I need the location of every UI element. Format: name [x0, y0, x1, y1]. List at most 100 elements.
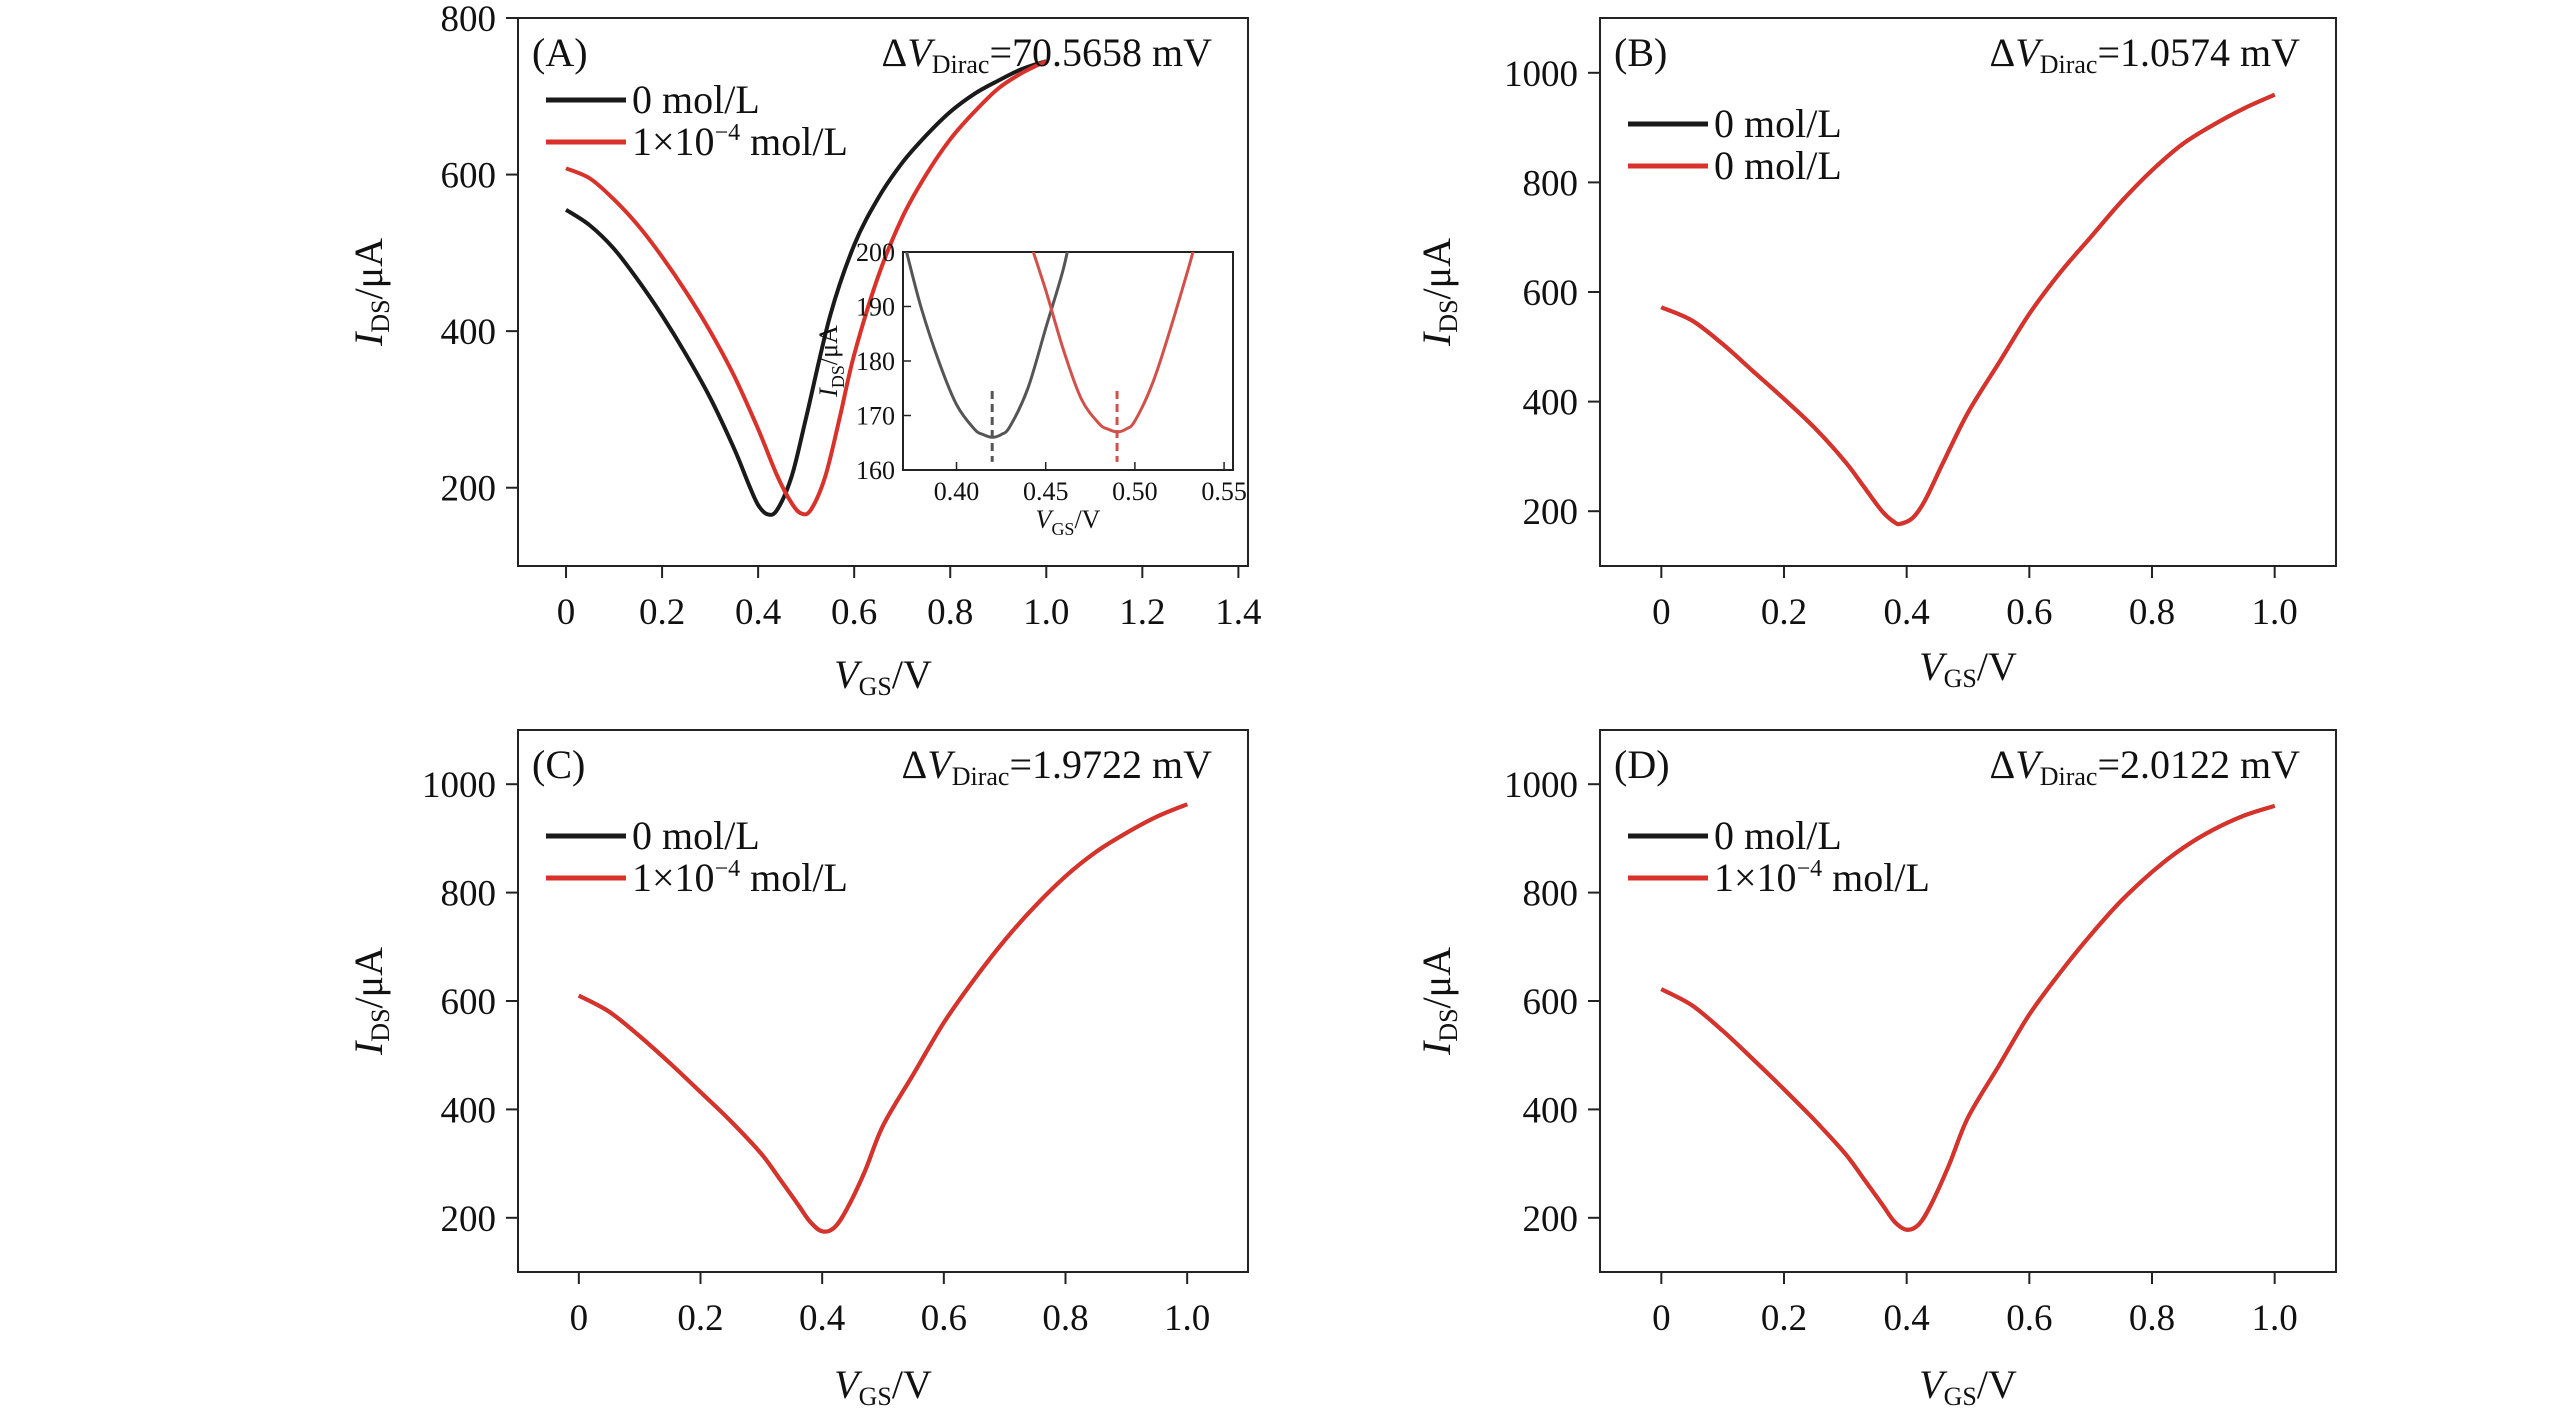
- panel-a-xtick-label: 0.6: [831, 592, 877, 633]
- inset-ylabel-sub: DS: [828, 365, 848, 388]
- panel-c-ytick-label: 1000: [422, 765, 496, 806]
- panel-d-legend-exp: −4: [1797, 856, 1823, 882]
- panel-b-ylabel-unit: /μA: [1414, 238, 1459, 300]
- panel-c: 0 0.2 0.4 0.6 0.8 1.02004006008001000VGS/VIDS…: [346, 729, 1249, 1411]
- panel-d-ytick-label: 400: [1523, 1090, 1579, 1131]
- panel-c-annot-v: V: [927, 742, 956, 787]
- panel-c-annot-delta: Δ: [902, 742, 928, 787]
- panel-a-xtick-label: 1.4: [1215, 592, 1261, 633]
- panel-d-annot-v: V: [2015, 742, 2044, 787]
- panel-b-xtick-label: 0.8: [2129, 592, 2175, 633]
- panel-a-annot-sub: Dirac: [932, 50, 990, 79]
- panel-c-xtick-label: 0.2: [677, 1298, 723, 1339]
- panel-c-ytick-label: 600: [441, 982, 497, 1023]
- panel-c-annot-sub: Dirac: [952, 762, 1010, 791]
- panel-a-ytick-label: 800: [441, 0, 497, 40]
- panel-a-series-line-1: [565, 59, 1048, 517]
- panel-d-annot-sub: Dirac: [2040, 762, 2098, 791]
- panel-d-legend-post: mol/L: [1822, 855, 1930, 900]
- panel-d-xlabel-unit: /V: [1977, 1362, 2017, 1407]
- panel-b-xtick-label: 0.2: [1761, 592, 1807, 633]
- panel-d-xlabel-var: V: [1919, 1362, 1948, 1407]
- panel-d-annot-value: =2.0122 mV: [2097, 742, 2300, 787]
- panel-c-xlabel-unit: /V: [892, 1362, 932, 1407]
- panel-b-ytick-label: 600: [1523, 273, 1579, 314]
- panel-b-xlabel-sub: GS: [1944, 664, 1977, 693]
- panel-a: 0 0.2 0.4 0.6 0.8 1.0 1.2 1.4200400600800VGS/VI…: [346, 0, 1262, 701]
- inset-xlabel-unit: /V: [1074, 505, 1100, 534]
- panel-c-ylabel: IDS/μA: [346, 947, 395, 1056]
- panel-a-xtick-label: 1.0: [1023, 592, 1069, 633]
- panel-a-inset: 0.40 0.45 0.50 0.55160170180190200VGS/VIDS/…: [814, 238, 1247, 539]
- panel-d-ylabel-unit: /μA: [1414, 947, 1459, 1009]
- panel-b-xtick-label: 1.0: [2252, 592, 2298, 633]
- panel-a-series-line-0: [564, 59, 1047, 517]
- panel-c-frame: [517, 729, 1249, 1273]
- panel-d-ytick-label: 200: [1523, 1199, 1579, 1240]
- panel-a-legend-pre: 1×10: [632, 119, 715, 164]
- panel-d: 0 0.2 0.4 0.6 0.8 1.02004006008001000VGS/VIDS…: [1414, 729, 2337, 1411]
- inset-ytick-label: 180: [856, 347, 895, 376]
- inset-xlabel: VGS/V: [1036, 505, 1101, 539]
- panel-c-annot-value: =1.9722 mV: [1009, 742, 1212, 787]
- panel-a-xlabel-var: V: [834, 652, 863, 697]
- panel-d-legend-pre: 1×10: [1714, 855, 1797, 900]
- panel-a-ytick-label: 200: [441, 469, 497, 510]
- panel-d-xtick-label: 0: [1652, 1298, 1671, 1339]
- panel-d-delta-annotation: ΔVDirac=2.0122 mV: [1990, 742, 2301, 791]
- panel-a-xtick-label: 0.8: [927, 592, 973, 633]
- panel-a-ytick-label: 400: [441, 312, 497, 353]
- panel-d-frame: [1599, 729, 2337, 1273]
- panel-a-annot-v: V: [907, 30, 936, 75]
- panel-d-xtick-label: 1.0: [2252, 1298, 2298, 1339]
- inset-xtick-label: 0.50: [1112, 477, 1158, 506]
- panel-d-xtick-label: 0.4: [1884, 1298, 1930, 1339]
- panel-b-ylabel-sub: DS: [1434, 299, 1463, 332]
- panel-a-frame: [517, 17, 1249, 567]
- panel-b-ylabel: IDS/μA: [1414, 238, 1463, 347]
- panel-c-xtick-label: 0.4: [799, 1298, 845, 1339]
- panel-b-ytick-label: 1000: [1504, 54, 1578, 95]
- panel-c-legend-post: mol/L: [740, 855, 848, 900]
- panel-c-xlabel-var: V: [834, 1362, 863, 1407]
- panel-b-xlabel-var: V: [1919, 644, 1948, 689]
- panel-d-legend-label: 0 mol/L: [1714, 813, 1842, 858]
- panel-d-series-line-1: [1660, 803, 2276, 1232]
- panel-d-ytick-label: 600: [1523, 982, 1579, 1023]
- panel-c-delta-annotation: ΔVDirac=1.9722 mV: [902, 742, 1213, 791]
- panel-c-xtick-label: 0.8: [1042, 1298, 1088, 1339]
- panel-c-letter: (C): [532, 742, 585, 787]
- panel-a-xlabel-unit: /V: [892, 652, 932, 697]
- panel-a-xtick-label: 0: [557, 592, 576, 633]
- panel-a-legend-post: mol/L: [740, 119, 848, 164]
- inset-xlabel-var: V: [1036, 505, 1055, 534]
- panel-c-legend-pre: 1×10: [632, 855, 715, 900]
- panel-b-xlabel-unit: /V: [1977, 644, 2017, 689]
- panel-b-letter: (B): [1614, 30, 1667, 75]
- panel-b-xtick-label: 0: [1652, 592, 1671, 633]
- panel-a-xtick-label: 1.2: [1119, 592, 1165, 633]
- panel-c-series-line-1: [577, 802, 1188, 1234]
- panel-b: 0 0.2 0.4 0.6 0.8 1.02004006008001000VGS/VIDS…: [1414, 17, 2337, 693]
- panel-c-ytick-label: 800: [441, 874, 497, 915]
- panel-d-ytick-label: 1000: [1504, 765, 1578, 806]
- panel-b-series-line-1: [1660, 92, 2276, 527]
- panel-c-xtick-label: 0: [570, 1298, 589, 1339]
- panel-a-xlabel: VGS/V: [834, 652, 932, 701]
- panel-a-legend-exp: −4: [715, 120, 741, 146]
- panel-b-legend-label: 0 mol/L: [1714, 101, 1842, 146]
- panel-d-xtick-label: 0.8: [2129, 1298, 2175, 1339]
- inset-ylabel: IDS/μA: [814, 325, 848, 398]
- panel-a-ytick-label: 600: [441, 156, 497, 197]
- inset-ylabel-unit: /μA: [814, 325, 843, 365]
- panel-b-ytick-label: 200: [1523, 492, 1579, 533]
- panel-c-xtick-label: 0.6: [921, 1298, 967, 1339]
- inset-xtick-label: 0.55: [1201, 477, 1247, 506]
- panel-b-legend-label: 0 mol/L: [1714, 143, 1842, 188]
- panel-a-annot-delta: Δ: [882, 30, 908, 75]
- panel-c-xlabel-sub: GS: [859, 1382, 892, 1411]
- inset-ytick-label: 200: [856, 238, 895, 267]
- panel-b-xlabel: VGS/V: [1919, 644, 2017, 693]
- panel-c-ylabel-unit: /μA: [346, 947, 391, 1009]
